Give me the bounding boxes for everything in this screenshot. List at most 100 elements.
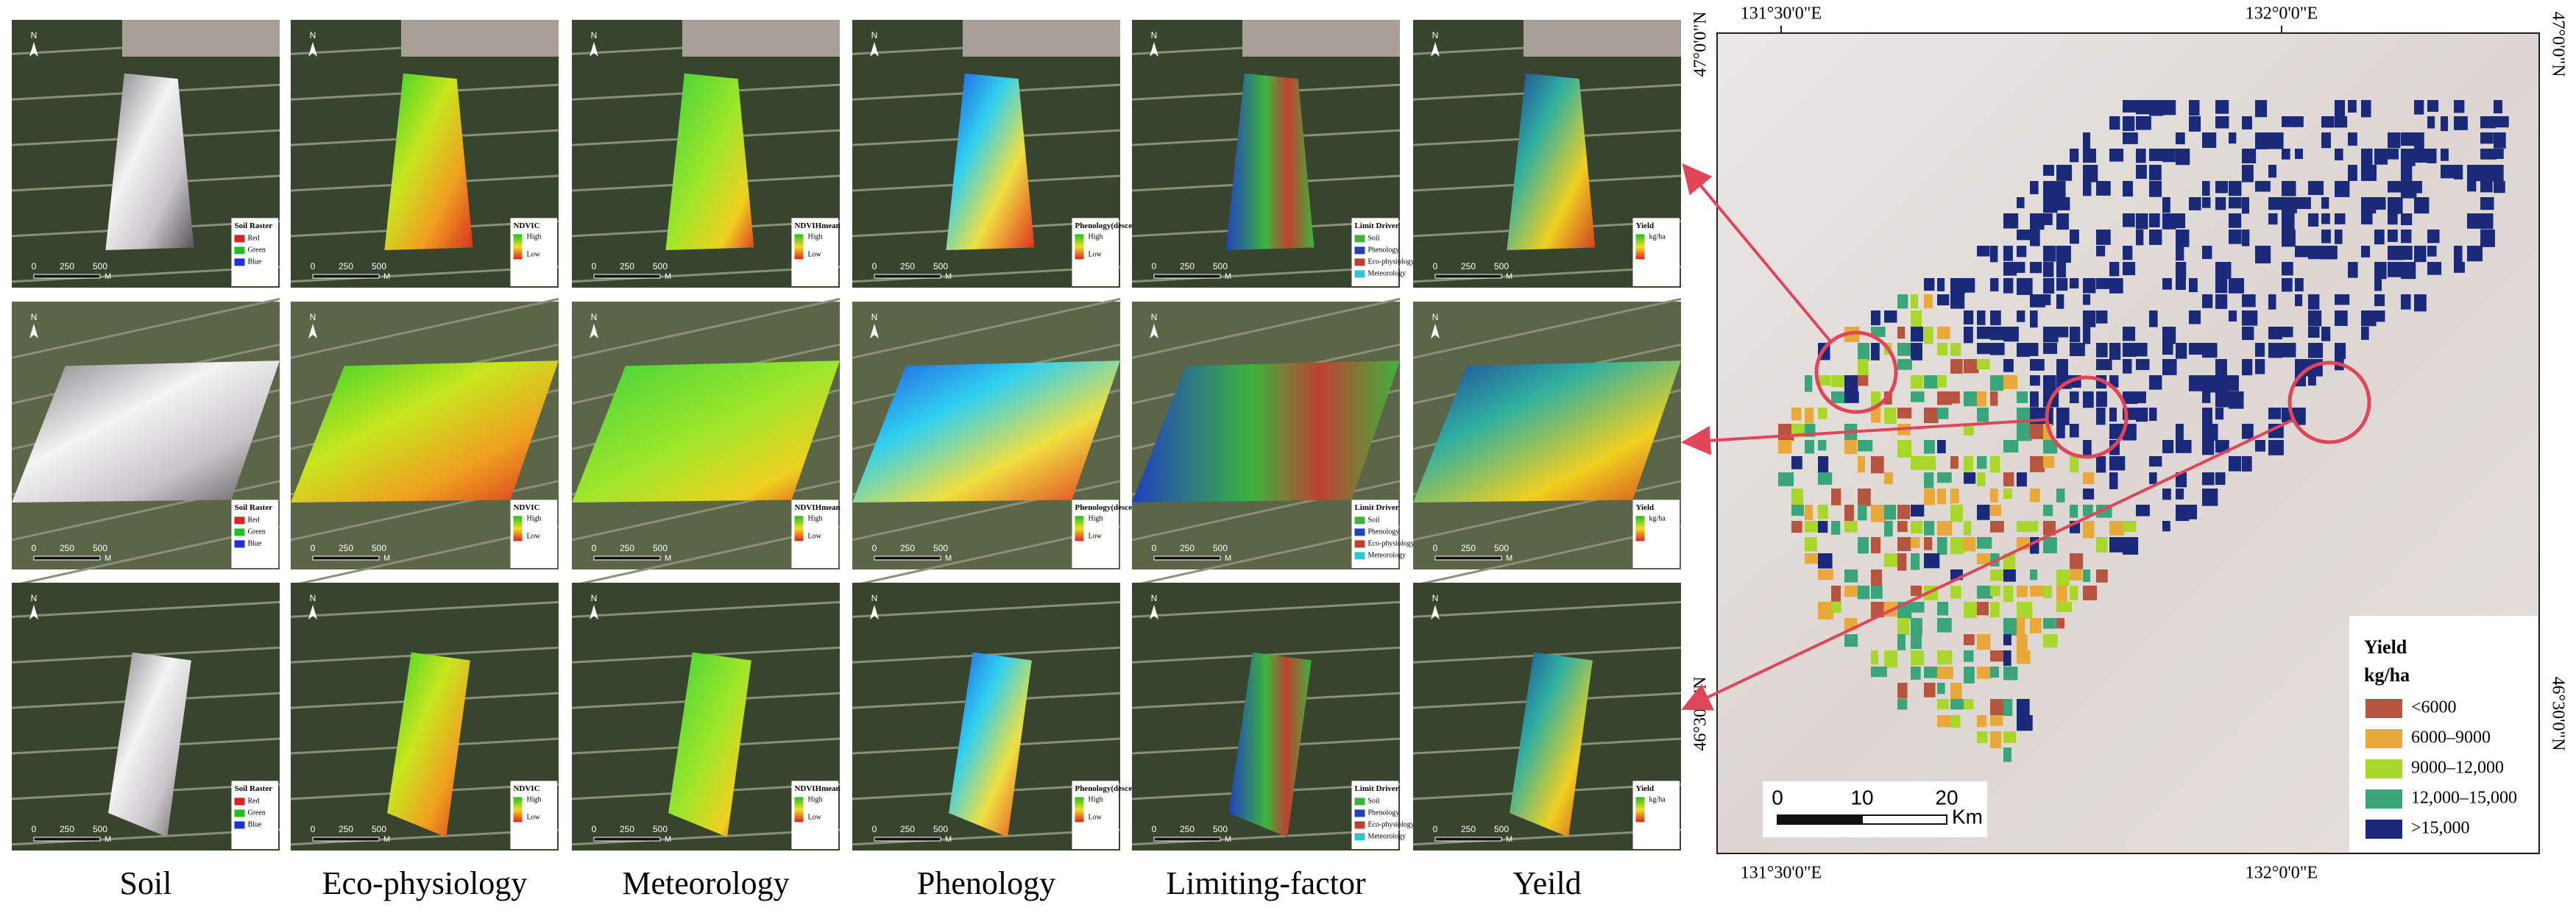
field-parcel [1937,602,1949,616]
field-parcel [2454,116,2468,130]
legend-swatch [1354,270,1365,278]
legend-swatch [1354,833,1365,841]
field-parcel [2123,537,2139,555]
field-parcel [2056,408,2070,425]
field-parcel [2268,132,2284,149]
field-parcel [2149,456,2162,467]
map-legend-label: <6000 [2411,698,2457,717]
column-label: Yeild [1512,865,1581,901]
scale-label: 0 [32,261,37,271]
field-parcel [2123,521,2137,532]
field-parcel [2427,246,2437,257]
field-parcel [2480,132,2494,144]
legend-swatch [1354,246,1365,255]
legend-item: Phenology [1367,528,1399,536]
legend-item: Green [247,246,265,255]
field-parcel [2229,132,2237,144]
north-arrow [29,324,38,338]
field-parcel [1990,521,2004,533]
scale-unit: M [945,272,952,281]
field-parcel [1990,278,1999,292]
field-parcel [2374,278,2382,291]
map-scale-box [1763,781,1987,837]
field-parcel [2123,359,2132,374]
field-parcel [1858,375,1869,386]
field-parcel [1911,650,1924,666]
field-parcel [2043,213,2053,225]
legend-item: Blue [247,540,261,548]
field-parcel [1858,537,1869,554]
legend-item: Meteorology [1367,833,1406,841]
scale-label: 250 [900,543,915,553]
field-parcel [2388,213,2398,225]
field-parcel [1964,359,1979,374]
field-parcel [2361,149,2373,166]
field-parcel [1871,537,1881,554]
field-parcel [2202,472,2215,486]
legend-item: Low [526,251,540,259]
map-scale-label: 10 [1850,786,1873,809]
field-parcel [2348,132,2357,146]
legend-ramp [1635,234,1645,260]
field-parcel [1818,456,1829,473]
legend-swatch [234,235,245,243]
field-parcel [2070,343,2085,357]
north-arrow [870,605,879,619]
field-parcel [1897,327,1906,339]
field-parcel [2043,586,2052,598]
field-boundary [11,297,280,359]
field-parcel [2189,310,2201,324]
field-parcel [2070,456,2079,473]
scale-unit: M [665,835,671,844]
field-parcel [1990,391,1998,406]
field-parcel [2083,181,2092,196]
field-raster [291,361,559,503]
scale-label: 0 [592,261,597,271]
legend-title: Soil Raster [234,784,272,793]
field-parcel [2414,149,2430,163]
field-parcel [1977,391,1986,407]
field-parcel [2070,505,2078,518]
field-boundary [571,297,841,359]
field-parcel [2229,310,2237,322]
field-boundary [290,600,559,618]
field-parcel [1897,343,1913,356]
field-parcel [1858,505,1867,521]
legend-title: NDVIC [513,503,539,512]
field-parcel [1977,731,1988,744]
field-parcel [1990,667,2000,678]
map-legend-title: Yield [2364,636,2407,658]
field-parcel [2255,181,2271,192]
field-parcel [2388,197,2403,214]
north-arrow [870,324,879,338]
field-parcel [2282,197,2297,213]
field-parcel [2162,100,2176,116]
field-parcel [2083,278,2096,294]
column-label: Limiting-factor [1166,865,1366,901]
column-label: Soil [120,865,172,901]
field-parcel [2070,149,2079,163]
field-parcel [2162,489,2171,500]
field-parcel [1964,327,1973,344]
field-parcel [2335,343,2346,360]
scale-label: 500 [372,543,386,553]
field-parcel [2096,569,2108,583]
legend-title: Limit Driver [1354,221,1398,230]
field-parcel [2162,149,2176,163]
field-parcel [1844,375,1858,393]
legend-item: Blue [247,821,261,829]
scale-label: 0 [1433,261,1438,271]
field-parcel [2414,197,2430,214]
field-parcel [2202,181,2210,196]
field-parcel [2176,505,2190,522]
field-parcel [1805,521,1819,533]
field-parcel [1858,359,1869,377]
field-parcel [2335,294,2350,305]
field-parcel [2321,213,2330,224]
field-parcel [2043,375,2056,392]
north-arrow [1431,42,1440,57]
field-parcel [2017,586,2028,597]
north-arrow [1150,324,1158,338]
settlement [1524,20,1681,57]
